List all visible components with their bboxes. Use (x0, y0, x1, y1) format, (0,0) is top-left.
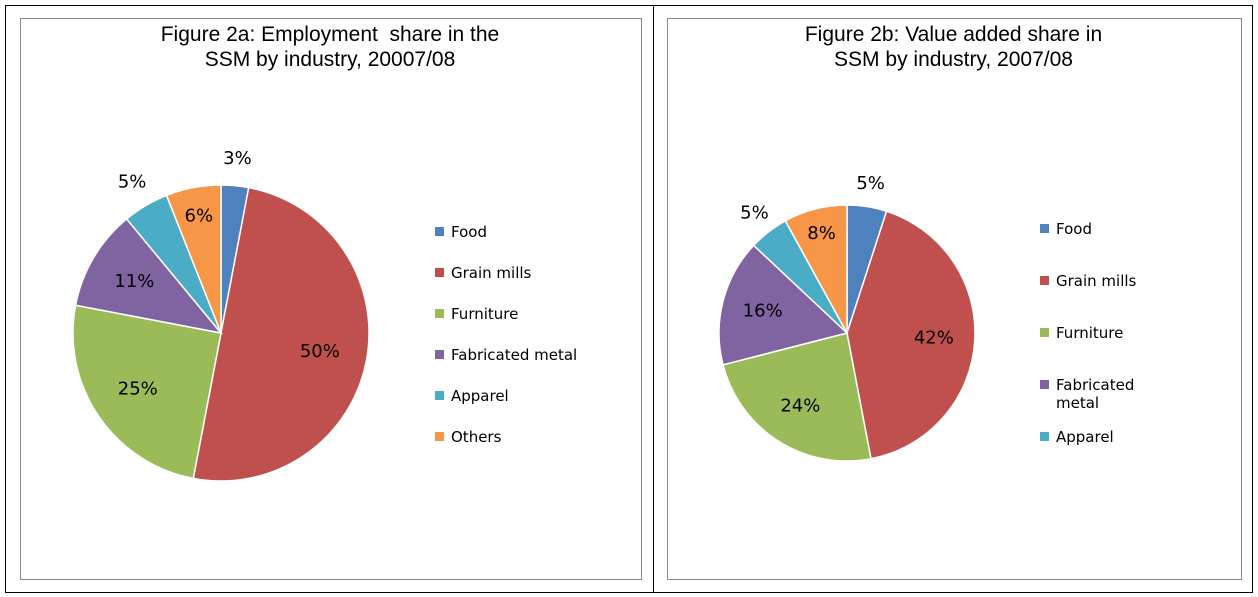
legend-label: Others (451, 428, 502, 446)
legend-swatch (1040, 380, 1049, 389)
legend-label: Apparel (451, 387, 509, 405)
legend-item: Grain mills (1040, 272, 1158, 290)
legend-label: Fabricated metal (1056, 376, 1135, 412)
chart-title: Figure 2a: Employment share in the SSM by… (20, 22, 640, 72)
data-label: 42% (914, 327, 954, 348)
chart-frame (667, 18, 1242, 580)
pie-slice (74, 217, 223, 335)
legend-label: Food (1056, 220, 1092, 238)
pie-slice (192, 186, 370, 482)
legend-swatch (435, 227, 444, 236)
pie-slice (722, 332, 872, 462)
legend-swatch (1040, 276, 1049, 285)
legend-label: Grain mills (1056, 272, 1137, 290)
legend-item: Food (1040, 220, 1158, 238)
pie-slice (846, 210, 976, 460)
legend-item: Furniture (435, 305, 635, 323)
chart-frame (20, 18, 642, 580)
legend-item: Grain mills (435, 264, 635, 282)
legend-label: Furniture (1056, 324, 1124, 342)
data-label: 25% (118, 379, 158, 400)
title-line: SSM by industry, 20007/08 (204, 48, 456, 71)
legend-swatch (435, 391, 444, 400)
table-divider (653, 5, 654, 593)
chart-title: Figure 2b: Value added share in SSM by in… (667, 22, 1240, 72)
data-label: 50% (300, 341, 340, 362)
title-line: Figure 2a: Employment share in the (160, 23, 500, 46)
legend-label: Food (451, 223, 487, 241)
legend-label: Fabricated metal (451, 346, 578, 364)
legend-item: Others (435, 428, 635, 446)
pie-slice (784, 204, 848, 334)
legend-item: Furniture (1040, 324, 1158, 342)
pie-slice (72, 304, 222, 480)
title-line: Figure 2b: Value added share in (804, 23, 1103, 46)
legend-swatch (435, 350, 444, 359)
data-label: 11% (114, 271, 154, 292)
legend-item: Apparel (435, 387, 635, 405)
data-label: 3% (223, 148, 252, 169)
legend-label: Furniture (451, 305, 519, 323)
data-label: 5% (118, 172, 147, 193)
pie-slice (718, 244, 849, 366)
pie-slice (165, 184, 222, 334)
legend-swatch (435, 309, 444, 318)
legend-item: Fabricated metal (435, 346, 635, 364)
legend-swatch (435, 432, 444, 441)
table-border (5, 5, 1253, 593)
legend-item: Food (435, 223, 635, 241)
legend-swatch (1040, 432, 1049, 441)
legend-swatch (1040, 224, 1049, 233)
title-line: SSM by industry, 2007/08 (834, 48, 1073, 71)
legend-item: Fabricated metal (1040, 376, 1158, 412)
legend-swatch (435, 268, 444, 277)
data-label: 8% (807, 223, 836, 244)
data-label: 6% (185, 206, 214, 227)
data-label: 16% (743, 300, 783, 321)
data-label: 5% (856, 173, 885, 194)
legend-item: Apparel (1040, 428, 1158, 446)
legend-label: Grain mills (451, 264, 532, 282)
legend-label: Apparel (1056, 428, 1114, 446)
data-label: 24% (780, 395, 820, 416)
data-label: 5% (740, 203, 769, 224)
legend-swatch (1040, 328, 1049, 337)
